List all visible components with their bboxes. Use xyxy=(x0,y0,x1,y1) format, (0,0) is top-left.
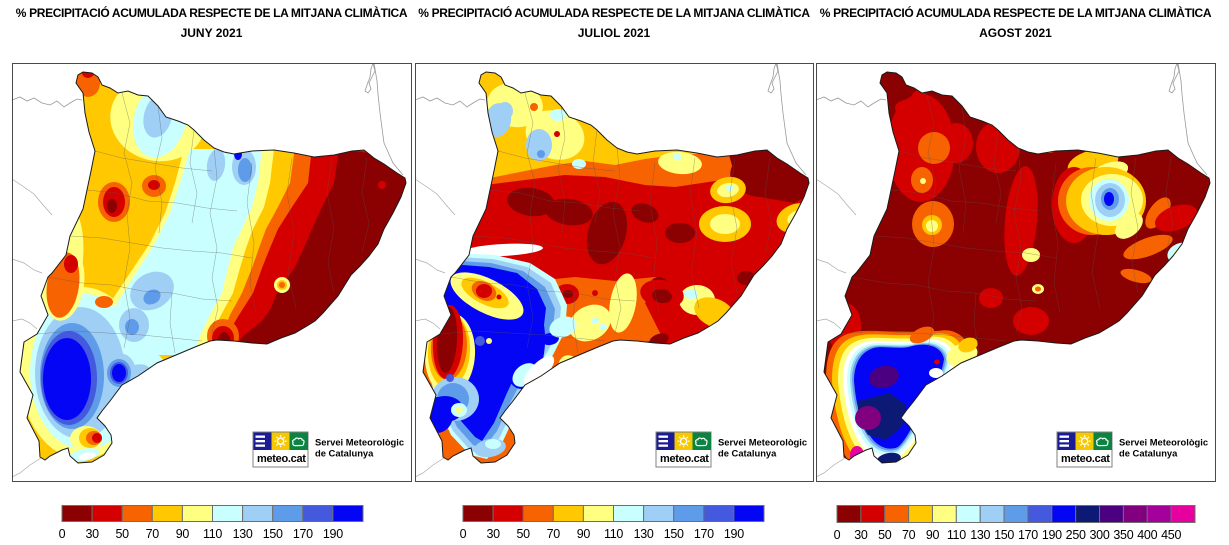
svg-text:meteo.cat: meteo.cat xyxy=(1061,453,1110,465)
svg-text:Servei Meteorològic: Servei Meteorològic xyxy=(1119,437,1208,448)
svg-text:de Catalunya: de Catalunya xyxy=(1119,448,1178,459)
svg-text:de Catalunya: de Catalunya xyxy=(718,448,777,459)
svg-text:meteo.cat: meteo.cat xyxy=(257,453,306,465)
svg-text:de Catalunya: de Catalunya xyxy=(315,448,374,459)
svg-text:Servei Meteorològic: Servei Meteorològic xyxy=(315,437,404,448)
svg-text:Servei Meteorològic: Servei Meteorològic xyxy=(718,437,807,448)
svg-text:meteo.cat: meteo.cat xyxy=(660,453,709,465)
